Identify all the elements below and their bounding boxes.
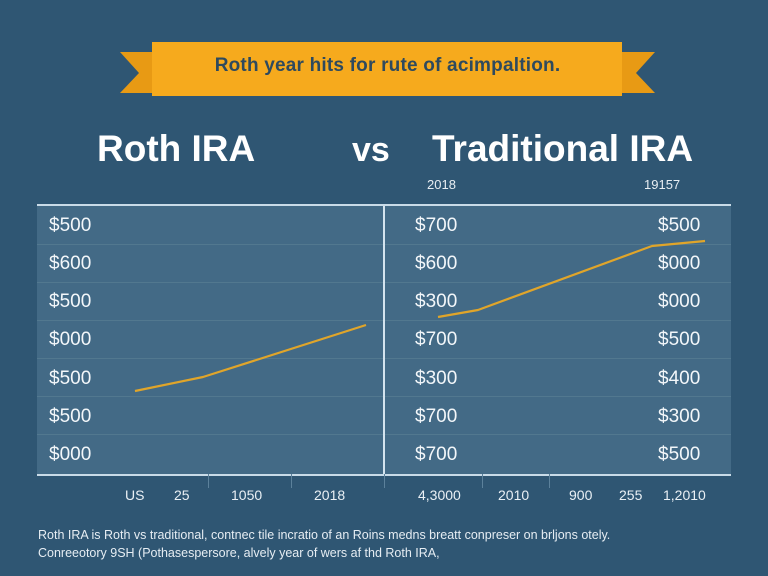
year-label-right: 19157: [644, 177, 681, 192]
roth-line-series: [134, 323, 367, 393]
trad-y-label-right: $000: [658, 253, 701, 274]
comparison-chart: $500 $600 $500 $000 $500 $500 $000 $700 …: [37, 204, 731, 476]
roth-x-label: 1050: [231, 487, 263, 503]
ribbon-shape-icon: [120, 42, 655, 96]
title-row: Roth IRA vs Traditional IRA: [0, 128, 768, 178]
roth-x-label: 25: [174, 487, 190, 503]
trad-y-label-left: $700: [415, 444, 458, 465]
trad-y-label-right: $500: [658, 215, 701, 236]
trad-x-label: 255: [619, 487, 643, 503]
roth-y-label: $500: [49, 215, 92, 236]
caption-line-2: Conreeotory 9SH (Pothasespersore, alvely…: [38, 546, 440, 560]
x-tick: [208, 474, 209, 488]
trad-y-label-left: $300: [415, 368, 458, 389]
trad-y-label-right: $000: [658, 291, 701, 312]
trad-y-label-left: $300: [415, 291, 458, 312]
trad-y-label-right: $500: [658, 444, 701, 465]
roth-y-label: $500: [49, 368, 92, 389]
trad-x-label: 900: [569, 487, 593, 503]
year-label-left: 2018: [427, 177, 456, 192]
chart-divider: [383, 206, 385, 474]
x-tick: [291, 474, 292, 488]
vs-label: vs: [352, 131, 390, 169]
roth-y-label: $500: [49, 291, 92, 312]
trad-x-label: 4,3000: [418, 487, 461, 503]
trad-y-label-right: $300: [658, 406, 701, 427]
trad-x-label: 1,2010: [663, 487, 706, 503]
x-tick: [482, 474, 483, 488]
trad-y-label-right: $400: [658, 368, 701, 389]
x-tick: [384, 474, 385, 488]
roth-x-label: US: [125, 487, 145, 503]
x-tick: [549, 474, 550, 488]
roth-y-label: $600: [49, 253, 92, 274]
traditional-line-series: [437, 239, 706, 319]
roth-x-label: 2018: [314, 487, 346, 503]
trad-y-label-right: $500: [658, 329, 701, 350]
trad-x-label: 2010: [498, 487, 530, 503]
roth-y-label: $000: [49, 444, 92, 465]
trad-y-label-left: $700: [415, 406, 458, 427]
trad-y-label-left: $700: [415, 215, 458, 236]
banner-ribbon: Roth year hits for rute of acimpaltion.: [120, 40, 655, 96]
traditional-ira-title: Traditional IRA: [432, 128, 694, 169]
roth-y-label: $500: [49, 406, 92, 427]
trad-y-label-left: $600: [415, 253, 458, 274]
trad-y-label-left: $700: [415, 329, 458, 350]
roth-y-label: $000: [49, 329, 92, 350]
banner-text: Roth year hits for rute of acimpaltion.: [214, 55, 561, 76]
roth-ira-title: Roth IRA: [97, 128, 256, 169]
caption-line-1: Roth IRA is Roth vs traditional, contnec…: [38, 528, 611, 542]
plot-area: [134, 239, 706, 393]
